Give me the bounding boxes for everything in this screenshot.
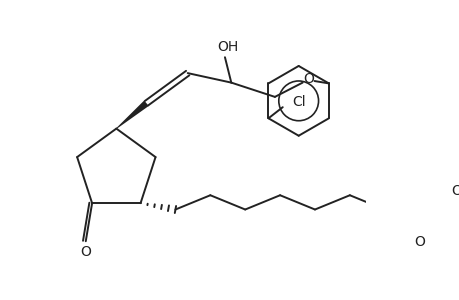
Text: Cl: Cl (291, 95, 305, 110)
Text: OH: OH (217, 40, 238, 54)
Polygon shape (116, 100, 148, 129)
Text: O: O (303, 72, 314, 86)
Text: O: O (80, 245, 91, 259)
Text: O: O (450, 184, 459, 198)
Text: O: O (413, 235, 424, 249)
